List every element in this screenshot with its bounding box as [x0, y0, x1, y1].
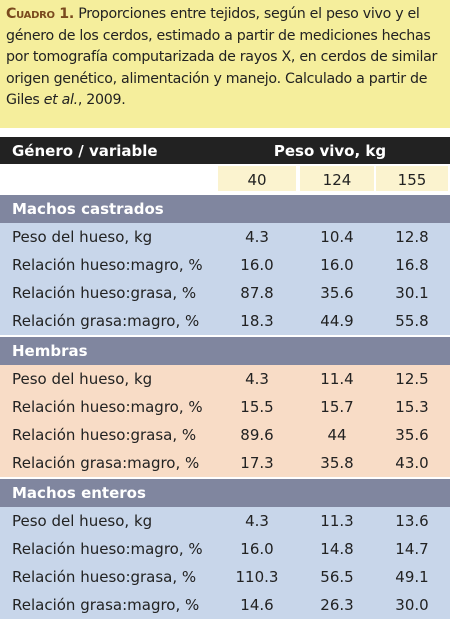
group-name: Machos castrados [12, 200, 164, 218]
data-row: Relación hueso:grasa, % 110.3 56.5 49.1 [0, 563, 450, 591]
caption-italic: et al. [43, 92, 78, 108]
cell-value: 15.3 [395, 398, 429, 416]
cell-value: 11.3 [320, 512, 354, 530]
header-row: Género / variable Peso vivo, kg [0, 137, 450, 164]
cell-value: 87.8 [240, 284, 274, 302]
cell-value: 30.1 [395, 284, 429, 302]
cell-value: 35.6 [320, 284, 354, 302]
column-header: 124 [300, 166, 374, 191]
group-name: Hembras [12, 342, 88, 360]
group-row: Machos enteros [0, 477, 450, 507]
cell-value: 56.5 [320, 568, 354, 586]
row-label: Peso del hueso, kg [12, 370, 153, 388]
cell-value: 16.0 [240, 540, 274, 558]
header-cell: Peso vivo, kg [273, 142, 387, 160]
cell-value: 13.6 [395, 512, 429, 530]
row-label: Relación hueso:grasa, % [12, 284, 197, 302]
group-row: Machos castrados [0, 193, 450, 223]
cell-value: 89.6 [240, 426, 274, 444]
group-name: Machos enteros [12, 484, 146, 502]
column-header: 40 [218, 166, 296, 191]
cell-value: 17.3 [240, 454, 274, 472]
cell-value: 30.0 [395, 596, 429, 614]
data-row: Relación grasa:magro, % 18.3 44.9 55.8 [0, 307, 450, 335]
cell-value: 12.5 [395, 370, 429, 388]
data-row: Relación hueso:grasa, % 87.8 35.6 30.1 [0, 279, 450, 307]
cell-value: 49.1 [395, 568, 429, 586]
row-label: Relación hueso:grasa, % [12, 426, 197, 444]
column-row: 40 124 155 [0, 164, 450, 193]
row-label: Relación hueso:magro, % [12, 256, 203, 274]
row-label: Relación hueso:magro, % [12, 398, 203, 416]
cell-value: 110.3 [235, 568, 279, 586]
data-row: Relación grasa:magro, % 17.3 35.8 43.0 [0, 449, 450, 477]
cell-value: 43.0 [395, 454, 429, 472]
cell-value: 44.9 [320, 312, 354, 330]
data-row: Relación hueso:magro, % 15.5 15.7 15.3 [0, 393, 450, 421]
caption: Cuadro 1. Proporciones entre tejidos, se… [0, 0, 450, 128]
cell-value: 18.3 [240, 312, 274, 330]
cell-value: 44 [327, 426, 347, 444]
cell-value: 16.8 [395, 256, 429, 274]
cell-value: 15.7 [320, 398, 354, 416]
cell-value: 11.4 [320, 370, 354, 388]
cell-value: 12.8 [395, 228, 429, 246]
cell-value: 10.4 [320, 228, 354, 246]
caption-label: Cuadro 1. [6, 6, 74, 22]
cell-value: 14.6 [240, 596, 274, 614]
cell-value: 14.8 [320, 540, 354, 558]
caption-end: , 2009. [77, 92, 126, 108]
data-row: Relación hueso:magro, % 16.0 14.8 14.7 [0, 535, 450, 563]
cell-value: 14.7 [395, 540, 429, 558]
cell-value: 55.8 [395, 312, 429, 330]
table: Género / variable Peso vivo, kg 40 124 155 Ma… [0, 137, 450, 619]
row-label: Relación grasa:magro, % [12, 312, 200, 330]
caption-text: Proporciones entre tejidos, según el pes… [6, 6, 438, 108]
data-row: Relación hueso:magro, % 16.0 16.0 16.8 [0, 251, 450, 279]
cell-value: 35.6 [395, 426, 429, 444]
group-row: Hembras [0, 335, 450, 365]
cell-value: 4.3 [245, 228, 269, 246]
cell-value: 26.3 [320, 596, 354, 614]
data-row: Peso del hueso, kg 4.3 11.3 13.6 [0, 507, 450, 535]
row-label: Peso del hueso, kg [12, 512, 153, 530]
data-row: Relación grasa:magro, % 14.6 26.3 30.0 [0, 591, 450, 619]
row-label: Relación hueso:grasa, % [12, 568, 197, 586]
cell-value: 4.3 [245, 370, 269, 388]
column-header: 155 [376, 166, 448, 191]
row-label: Relación grasa:magro, % [12, 454, 200, 472]
data-row: Peso del hueso, kg 4.3 11.4 12.5 [0, 365, 450, 393]
row-label: Peso del hueso, kg [12, 228, 153, 246]
row-label: Relación hueso:magro, % [12, 540, 203, 558]
row-label: Relación grasa:magro, % [12, 596, 200, 614]
cell-value: 35.8 [320, 454, 354, 472]
data-row: Peso del hueso, kg 4.3 10.4 12.8 [0, 223, 450, 251]
cell-value: 16.0 [240, 256, 274, 274]
data-row: Relación hueso:grasa, % 89.6 44 35.6 [0, 421, 450, 449]
header-cell: Género / variable [12, 142, 158, 160]
cell-value: 15.5 [240, 398, 274, 416]
cell-value: 4.3 [245, 512, 269, 530]
cell-value: 16.0 [320, 256, 354, 274]
